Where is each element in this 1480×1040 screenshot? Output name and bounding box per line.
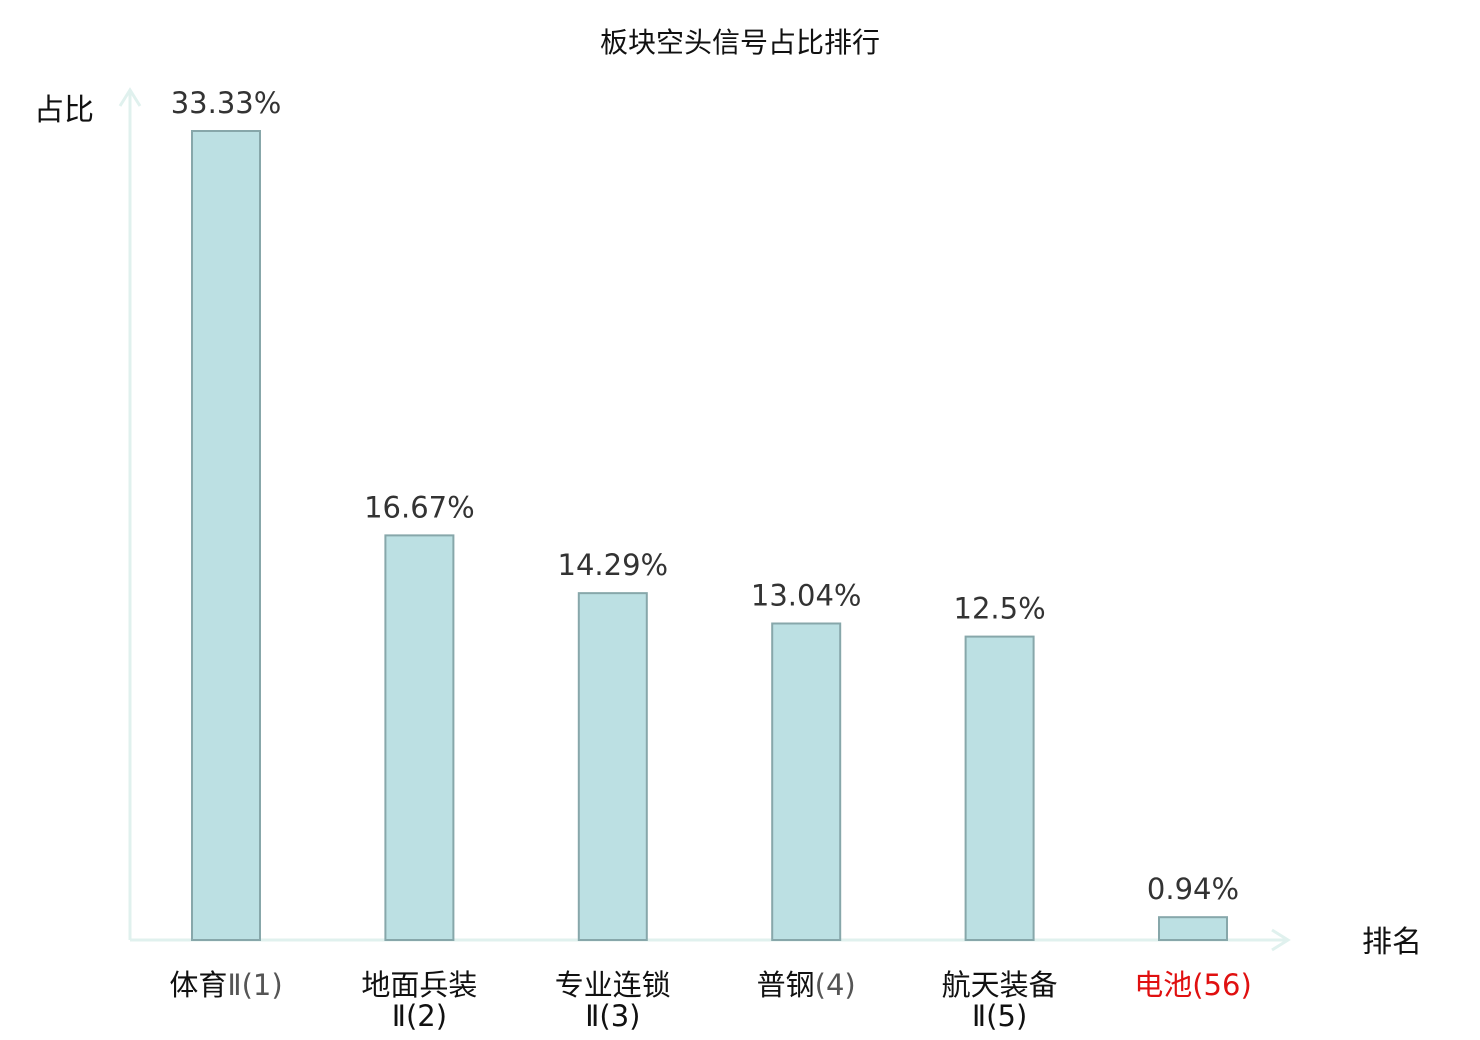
y-axis-label: 占比	[34, 93, 94, 128]
data-label: 13.04%	[751, 578, 862, 612]
tick-label-rank: Ⅱ(3)	[585, 999, 640, 1033]
bars-group	[191, 130, 1228, 942]
data-label: 12.5%	[954, 592, 1046, 626]
tick-label: 普钢(4)	[757, 968, 856, 1002]
data-label: 16.67%	[364, 490, 475, 524]
bar	[771, 622, 842, 941]
bar	[191, 130, 261, 941]
tick-label: 电池(56)	[1134, 968, 1252, 1002]
tick-label: 体育Ⅱ(1)	[169, 968, 282, 1002]
tick-label-rank: Ⅱ(5)	[972, 999, 1027, 1033]
data-label: 33.33%	[171, 86, 282, 120]
x-axis-label: 排名	[1362, 925, 1422, 960]
data-label: 14.29%	[558, 548, 669, 582]
x-axis-arrow	[1271, 928, 1291, 952]
value-labels-group: 33.33% 16.67% 14.29% 13.04% 12.5% 0.94%	[171, 86, 1239, 906]
tick-label: 地面兵装	[361, 968, 477, 1002]
bar	[577, 592, 648, 942]
axes	[118, 87, 1291, 952]
bar	[384, 534, 455, 942]
chart-title: 板块空头信号占比排行	[600, 26, 880, 59]
y-axis-arrow	[118, 87, 142, 107]
bar	[964, 635, 1035, 941]
bar	[1158, 916, 1228, 941]
tick-label: 专业连锁	[555, 968, 671, 1002]
data-label: 0.94%	[1147, 872, 1239, 906]
tick-label: 航天装备	[942, 968, 1058, 1002]
tick-label-rank: Ⅱ(2)	[392, 999, 447, 1033]
